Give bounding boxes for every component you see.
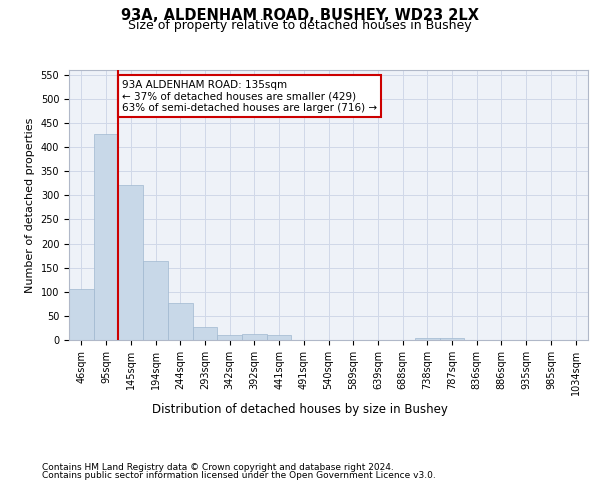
Text: Contains HM Land Registry data © Crown copyright and database right 2024.: Contains HM Land Registry data © Crown c… bbox=[42, 462, 394, 471]
Bar bbox=[94, 134, 118, 340]
Bar bbox=[168, 304, 193, 340]
Bar bbox=[193, 327, 217, 340]
Text: Contains public sector information licensed under the Open Government Licence v3: Contains public sector information licen… bbox=[42, 471, 436, 480]
Bar bbox=[267, 334, 292, 340]
Bar bbox=[69, 290, 94, 340]
Bar bbox=[118, 184, 143, 340]
Bar bbox=[242, 334, 267, 340]
Bar bbox=[440, 338, 464, 340]
Bar bbox=[217, 334, 242, 340]
Y-axis label: Number of detached properties: Number of detached properties bbox=[25, 118, 35, 292]
Text: 93A, ALDENHAM ROAD, BUSHEY, WD23 2LX: 93A, ALDENHAM ROAD, BUSHEY, WD23 2LX bbox=[121, 8, 479, 22]
Text: Size of property relative to detached houses in Bushey: Size of property relative to detached ho… bbox=[128, 18, 472, 32]
Bar bbox=[143, 262, 168, 340]
Text: 93A ALDENHAM ROAD: 135sqm
← 37% of detached houses are smaller (429)
63% of semi: 93A ALDENHAM ROAD: 135sqm ← 37% of detac… bbox=[122, 80, 377, 113]
Text: Distribution of detached houses by size in Bushey: Distribution of detached houses by size … bbox=[152, 402, 448, 415]
Bar bbox=[415, 338, 440, 340]
